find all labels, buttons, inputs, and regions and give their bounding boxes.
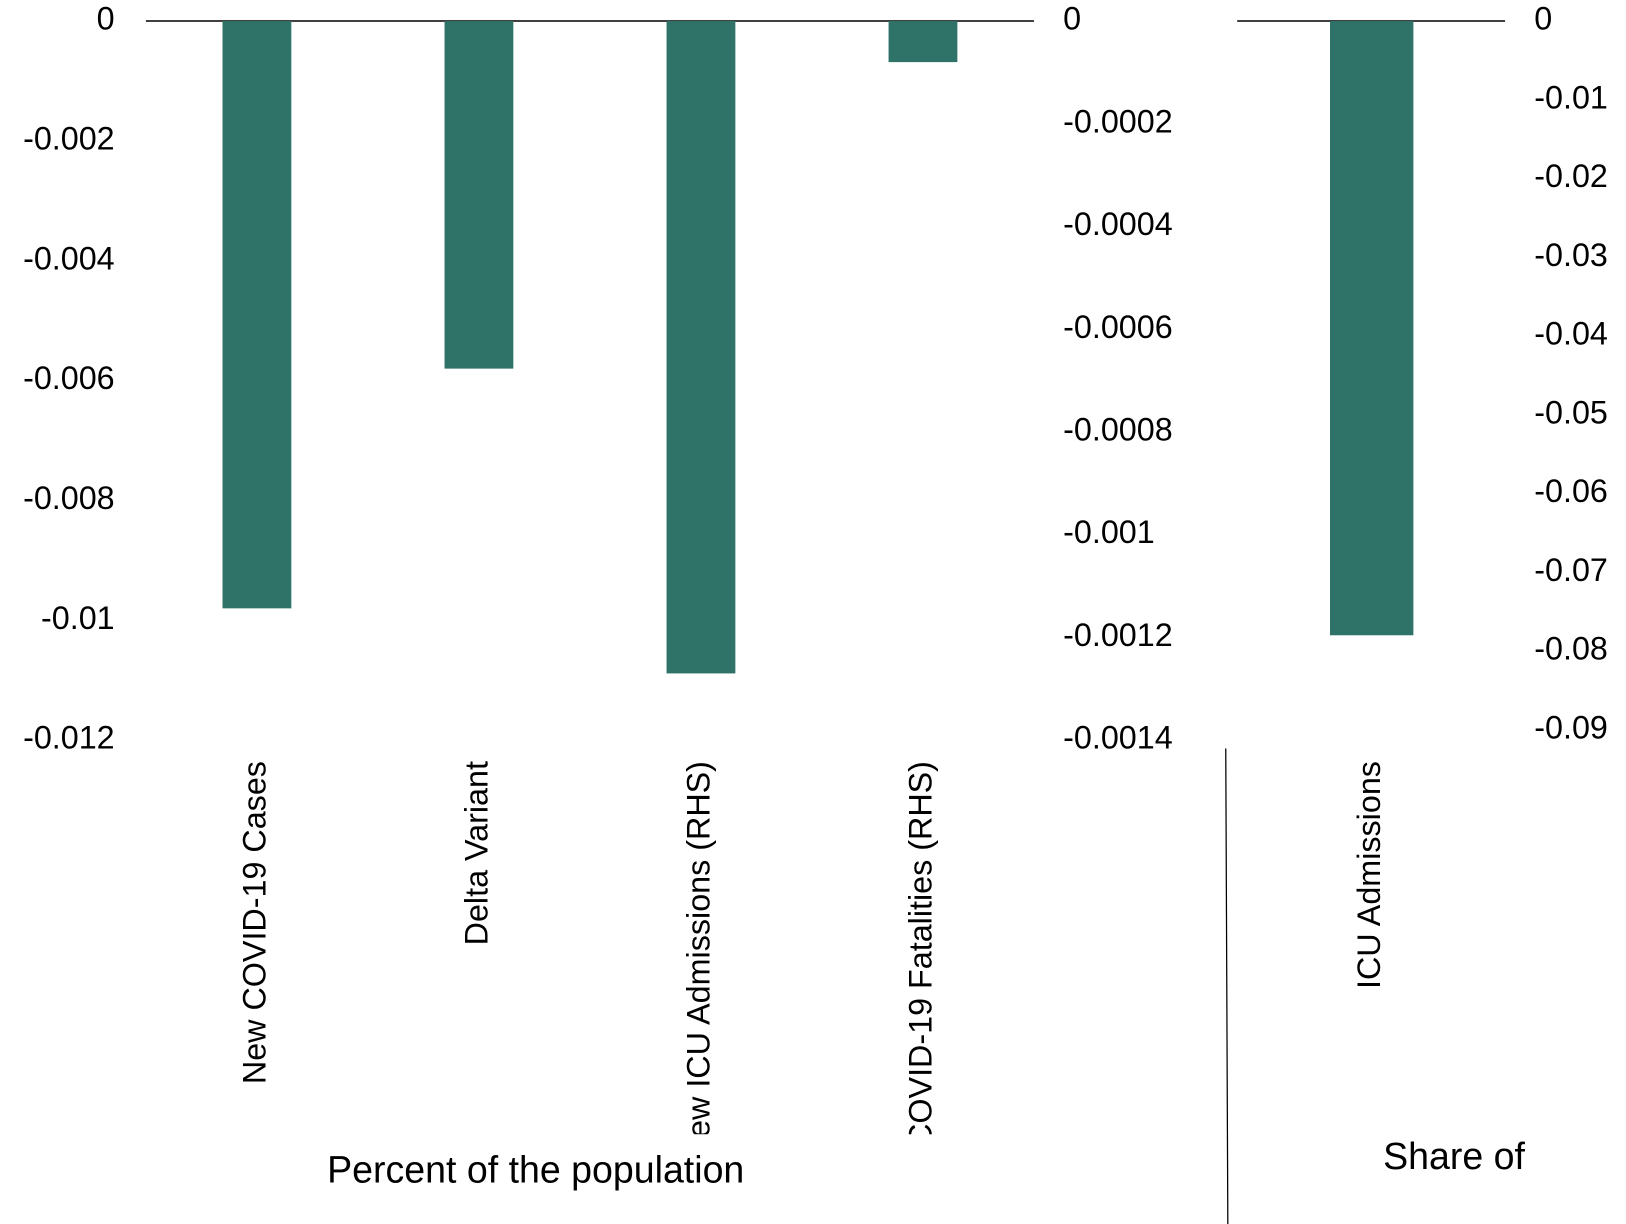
- y-tick-label: -0.01: [41, 600, 115, 636]
- y-tick-label: -0.004: [23, 240, 115, 276]
- y-tick-label: -0.03: [1534, 237, 1608, 273]
- x-tick-label: Delta Variant: [458, 761, 494, 945]
- y-tick-label: 0: [1534, 1, 1552, 37]
- y2-tick-label: 0: [1063, 1, 1081, 37]
- bar: [222, 21, 292, 609]
- bar: [444, 21, 514, 369]
- bar: [1329, 21, 1414, 636]
- x-axis-label: Share of: [1383, 1135, 1525, 1177]
- y-tick-label: 0: [97, 1, 115, 37]
- y-tick-label: -0.006: [23, 360, 115, 396]
- y-tick-label: -0.008: [23, 480, 115, 516]
- bar: [666, 21, 736, 674]
- y-tick-label: -0.09: [1534, 709, 1608, 745]
- category-labels: ICU Admissions: [1351, 761, 1387, 989]
- y2-tick-label: -0.0004: [1063, 206, 1173, 242]
- y-tick-label: -0.01: [1534, 79, 1608, 115]
- y-tick-label: -0.02: [1534, 158, 1608, 194]
- y-tick-label: -0.07: [1534, 552, 1608, 588]
- y-tick-label: -0.08: [1534, 631, 1608, 667]
- x-tick-label: New COVID-19 Cases: [236, 761, 272, 1084]
- y2-tick-label: -0.0014: [1063, 720, 1173, 756]
- bar: [888, 21, 958, 63]
- y2-tick-label: -0.0012: [1063, 617, 1173, 653]
- x-tick-label: ICU Admissions: [1351, 761, 1387, 989]
- y-tick-label: -0.05: [1534, 394, 1608, 430]
- y2-tick-label: -0.0008: [1063, 412, 1173, 448]
- y2-tick-label: -0.001: [1063, 514, 1155, 550]
- category-labels: New COVID-19 Cases Delta Variant New ICU A…: [236, 761, 938, 1220]
- y-tick-label: -0.002: [23, 120, 115, 156]
- y-tick-label: -0.04: [1534, 316, 1608, 352]
- divider: [1225, 748, 1229, 1224]
- x-tick-label: New COVID-19 Fatalities (RHS): [902, 761, 938, 1220]
- x-axis-label: Percent of the population: [327, 1149, 744, 1191]
- x-tick-label: New ICU Admissions (RHS): [680, 761, 716, 1161]
- y-tick-label: -0.012: [23, 720, 115, 756]
- y2-tick-label: -0.0006: [1063, 309, 1173, 345]
- y2-tick-label: -0.0002: [1063, 103, 1173, 139]
- y-tick-label: -0.06: [1534, 473, 1608, 509]
